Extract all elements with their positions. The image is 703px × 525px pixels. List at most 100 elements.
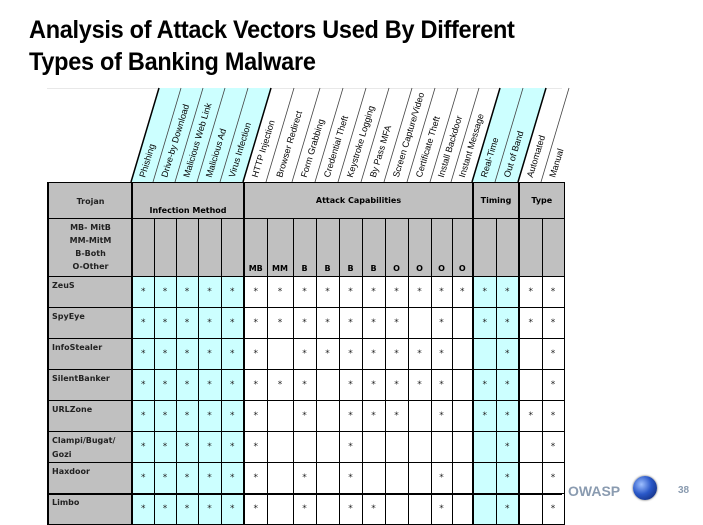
mark-cell — [315, 493, 340, 525]
mark-cell: * — [292, 400, 317, 432]
mark-cell: * — [243, 493, 268, 525]
mark-cell — [451, 338, 474, 370]
mark-cell: * — [541, 276, 565, 308]
owasp-brand: OWASP — [568, 483, 621, 499]
attack-code-cell — [518, 218, 543, 277]
mark-cell: * — [430, 400, 453, 432]
mark-cell: * — [292, 307, 317, 339]
slide-title: Analysis of Attack Vectors Used By Diffe… — [29, 14, 649, 78]
mark-cell: * — [131, 493, 155, 525]
mark-cell — [430, 431, 453, 463]
mark-cell — [472, 493, 497, 525]
mark-cell: * — [131, 276, 155, 308]
attack-code-cell — [197, 218, 222, 277]
mark-cell: * — [472, 276, 497, 308]
mark-cell: * — [220, 493, 245, 525]
mark-cell — [361, 431, 386, 463]
table-row: Haxdoor * * * * * * * * * * * — [47, 462, 565, 494]
mark-cell: * — [197, 338, 222, 370]
mark-cell: * — [495, 400, 520, 432]
mark-cell — [518, 493, 543, 525]
mark-cell: * — [175, 276, 199, 308]
mark-cell: * — [175, 431, 199, 463]
mark-cell — [315, 400, 340, 432]
mark-cell: * — [338, 369, 363, 401]
mark-cell — [384, 462, 409, 494]
mark-cell: * — [541, 493, 565, 525]
legend-entry: B-Both — [75, 249, 106, 258]
mark-cell: * — [541, 462, 565, 494]
mark-cell: * — [153, 369, 177, 401]
slide-title-line-1: Analysis of Attack Vectors Used By Diffe… — [29, 16, 515, 44]
mark-cell: * — [175, 338, 199, 370]
mark-cell: * — [243, 462, 268, 494]
attack-code-cell: B — [361, 218, 386, 277]
mark-cell: * — [292, 338, 317, 370]
mark-cell: * — [266, 276, 294, 308]
mark-cell: * — [338, 307, 363, 339]
trojan-header: Trojan — [47, 182, 133, 219]
mark-cell: * — [518, 307, 543, 339]
mark-cell: * — [175, 369, 199, 401]
mark-cell: * — [243, 338, 268, 370]
mark-cell: * — [361, 400, 386, 432]
attack-code-cell — [153, 218, 177, 277]
mark-cell: * — [243, 431, 268, 463]
group-infection-method: Infection Method — [131, 182, 245, 219]
trojan-name: URLZone — [47, 400, 133, 432]
mark-cell: * — [338, 276, 363, 308]
mark-cell: * — [384, 276, 409, 308]
mark-cell: * — [541, 400, 565, 432]
mark-cell: * — [518, 400, 543, 432]
mark-cell — [266, 493, 294, 525]
attack-code-cell: B — [338, 218, 363, 277]
mark-cell: * — [495, 493, 520, 525]
attack-code-cell: B — [315, 218, 340, 277]
trojan-name: Clampi/Bugat/ Gozi — [47, 431, 133, 463]
mark-cell: * — [292, 462, 317, 494]
mark-cell: * — [243, 307, 268, 339]
mark-cell — [384, 431, 409, 463]
mark-cell: * — [407, 276, 432, 308]
mark-cell — [451, 462, 474, 494]
mark-cell: * — [361, 369, 386, 401]
mark-cell: * — [153, 462, 177, 494]
attack-vector-table: Trojan Infection Method Attack Capabilitie… — [47, 182, 565, 525]
attack-code-cell: O — [451, 218, 474, 277]
mark-cell: * — [541, 338, 565, 370]
mark-cell: * — [153, 400, 177, 432]
mark-cell: * — [197, 276, 222, 308]
mark-cell: * — [338, 462, 363, 494]
table-row: URLZone * * * * * * * * * * * * * * * — [47, 400, 565, 432]
mark-cell: * — [153, 493, 177, 525]
attack-code-cell — [472, 218, 497, 277]
mark-cell: * — [197, 369, 222, 401]
mark-cell: * — [131, 338, 155, 370]
mark-cell: * — [131, 462, 155, 494]
attack-code-cell — [131, 218, 155, 277]
mark-cell: * — [131, 431, 155, 463]
mark-cell: * — [407, 338, 432, 370]
mark-cell — [266, 431, 294, 463]
mark-cell — [451, 431, 474, 463]
mark-cell: * — [197, 307, 222, 339]
mark-cell: * — [197, 493, 222, 525]
page-number: 38 — [678, 485, 690, 496]
mark-cell: * — [315, 307, 340, 339]
mark-cell — [451, 493, 474, 525]
mark-cell: * — [220, 400, 245, 432]
mark-cell: * — [495, 338, 520, 370]
mark-cell — [451, 369, 474, 401]
mark-cell: * — [541, 369, 565, 401]
table-row: SilentBanker * * * * * * * * * * * * * * * * — [47, 369, 565, 401]
mark-cell: * — [197, 462, 222, 494]
trojan-name: Haxdoor — [47, 462, 133, 494]
column-header-form-grabbing: Form Grabbing — [299, 118, 326, 179]
mark-cell: * — [220, 338, 245, 370]
mark-cell — [451, 307, 474, 339]
table-row: ZeuS * * * * * * * * * * * * * * * * * * * — [47, 276, 565, 308]
mark-cell: * — [384, 369, 409, 401]
mark-cell: * — [153, 431, 177, 463]
mark-cell — [315, 369, 340, 401]
group-attack-capabilities: Attack Capabilities — [243, 182, 474, 219]
